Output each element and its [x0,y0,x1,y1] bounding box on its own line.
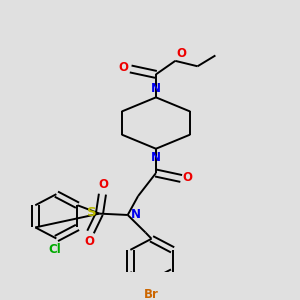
Text: O: O [183,171,193,184]
Text: Br: Br [144,288,159,300]
Text: S: S [88,206,97,219]
Text: O: O [118,61,128,74]
Text: O: O [176,46,186,59]
Text: N: N [131,208,141,221]
Text: O: O [84,235,94,248]
Text: Cl: Cl [49,243,61,256]
Text: O: O [98,178,108,191]
Text: N: N [151,151,161,164]
Text: N: N [151,82,161,95]
